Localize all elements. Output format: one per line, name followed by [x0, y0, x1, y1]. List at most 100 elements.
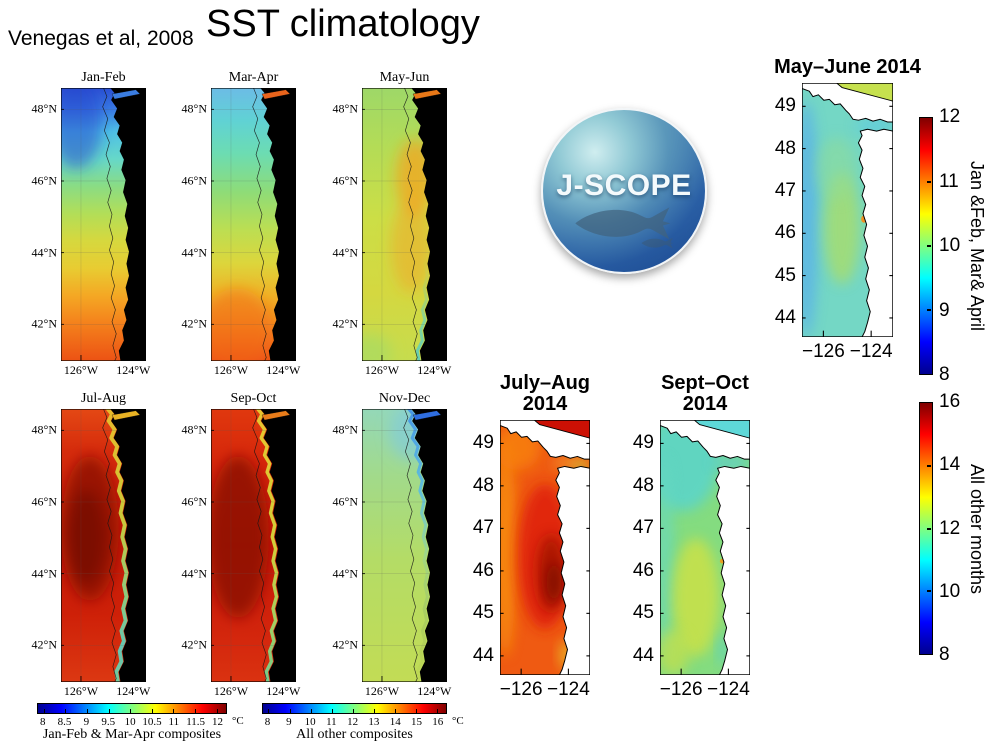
- lon-tick-label: 124°W: [266, 684, 301, 698]
- panel-title: Jul-Aug: [80, 391, 127, 406]
- panel-title: Nov-Dec: [378, 391, 431, 406]
- lat-tick-label: 46°N: [31, 494, 57, 509]
- map-canvas: [211, 409, 296, 682]
- clim-panel-jul-aug: Jul-Aug 48°N 46°N 44°N 42°N 126°W 124°W: [32, 391, 151, 698]
- colorbar-tick-label: 10: [939, 235, 961, 256]
- colorbar-tick-label: 10: [304, 716, 316, 728]
- colorbar-tick: [108, 709, 110, 713]
- lat-tick-label: 49: [472, 432, 494, 454]
- colorbar-tick-label: 11: [939, 170, 959, 192]
- colorbar-tick-label: 16: [432, 716, 444, 728]
- colorbar-tick-label: 10.5: [142, 716, 162, 728]
- lon-tick-label: 126°W: [364, 363, 400, 377]
- lon-tick-label: −126: [499, 679, 543, 700]
- colorbar-tick: [268, 709, 270, 713]
- colorbar-tick-label: 11: [326, 716, 337, 728]
- colorbar-tick-label: 15: [410, 716, 422, 728]
- lon-tick-label: 126°W: [63, 684, 99, 698]
- lat-tick-label: 46°N: [332, 494, 358, 509]
- lon-tick-label: −124: [706, 679, 750, 700]
- colorbar-tick-label: 9: [83, 716, 90, 728]
- attribution: Venegas et al, 2008: [8, 27, 194, 50]
- fish-icon: [574, 207, 670, 240]
- lat-tick-label: 44°N: [332, 245, 358, 260]
- map-canvas: [61, 409, 146, 682]
- colorbar-gradient: [919, 402, 933, 655]
- lat-tick-label: 46: [774, 222, 796, 244]
- lat-tick-label: 47: [632, 517, 654, 539]
- lon-tick-label: −124: [849, 341, 893, 362]
- map-canvas: [61, 88, 146, 361]
- colorbar-tick: [927, 181, 931, 183]
- lon-tick-label: 124°W: [417, 684, 452, 698]
- colorbar-tick-label: 10: [124, 716, 136, 728]
- clim-panel-jan-feb: Jan-Feb 48°N 46°N 44°N 42°N 126°W 124°W: [32, 70, 151, 377]
- jscope-logo-label: J-SCOPE: [556, 169, 692, 203]
- colorbar-tick-label: 13: [368, 716, 380, 728]
- colorbar-tick-label: 10: [939, 580, 961, 602]
- lat-tick-label: 46: [632, 559, 654, 581]
- colorbar-unit: °C: [232, 715, 244, 727]
- colorbar-tick: [927, 464, 931, 467]
- lat-tick-label: 45: [774, 264, 796, 286]
- colorbar-tick: [216, 709, 218, 713]
- lon-tick-label: −126: [659, 679, 703, 700]
- colorbar-tick: [927, 590, 931, 593]
- colorbar-tick-label: 12: [347, 716, 359, 728]
- lat-tick-label: 42°N: [332, 637, 358, 652]
- map-canvas: [362, 88, 447, 361]
- lat-tick-label: 49: [774, 95, 796, 117]
- lon-tick-label: 124°W: [116, 684, 151, 698]
- lat-tick-label: 48°N: [181, 101, 207, 116]
- lat-tick-label: 48: [632, 474, 654, 496]
- lon-tick-label: 126°W: [213, 363, 249, 377]
- colorbar-tick-label: 9: [286, 716, 292, 728]
- forecast-panel-sept-oct-2014: Sept–Oct 2014 49 48 47 46 45 44 −126 −124: [633, 373, 750, 700]
- colorbar-rotated-label: All other months: [967, 463, 987, 594]
- colorbar-tick-label: 9.5: [101, 716, 116, 728]
- lat-tick-label: 42°N: [31, 316, 57, 331]
- colorbar-tick: [927, 309, 931, 311]
- lat-tick-label: 48°N: [181, 422, 207, 437]
- small-fish-icon: [641, 238, 674, 249]
- colorbar-tick: [130, 709, 132, 713]
- lat-tick-label: 44°N: [181, 566, 207, 581]
- colorbar-tick-label: 9: [939, 299, 950, 321]
- forecast-panel-may-june-2014: May–June 2014 49 48 47 46 45 44 −126 −124: [774, 57, 921, 363]
- colorbar-tick: [331, 709, 333, 713]
- map-canvas: [660, 420, 750, 675]
- lat-tick-label: 48°N: [31, 422, 57, 437]
- colorbar-tick-label: 12: [212, 716, 223, 728]
- colorbar-tick: [352, 709, 354, 713]
- map-canvas: [211, 88, 296, 361]
- lat-tick-label: 48: [472, 474, 494, 496]
- panel-title: Sept–Oct 2014: [661, 373, 749, 415]
- colorbar-tick: [436, 709, 438, 713]
- forecast-colorbar-1: 12 11 10 9 8 Jan &Feb, Mar& April: [919, 106, 987, 385]
- lat-tick-label: 46°N: [181, 173, 207, 188]
- panel-title: Jan-Feb: [81, 70, 126, 85]
- forecast-panel-july-aug-2014: July–Aug 2014 49 48 47 46 45 44 −126 −124: [473, 373, 590, 701]
- lon-tick-label: 126°W: [213, 684, 249, 698]
- colorbar-tick-label: 12: [939, 106, 961, 127]
- lat-tick-label: 48°N: [332, 101, 358, 116]
- clim-panel-nov-dec: Nov-Dec 48°N 46°N 44°N 42°N 126°W 124°W: [333, 391, 452, 698]
- panel-title: July–Aug 2014: [500, 373, 590, 415]
- lon-tick-label: 124°W: [116, 363, 151, 377]
- lat-tick-label: 46°N: [332, 173, 358, 188]
- lat-tick-label: 44°N: [332, 566, 358, 581]
- panel-title-line: 2014: [682, 393, 728, 415]
- lat-tick-label: 49: [632, 432, 654, 454]
- colorbar-tick: [289, 709, 291, 713]
- colorbar-tick-label: 11: [168, 716, 180, 728]
- jscope-logo: J-SCOPE: [541, 108, 707, 274]
- lat-tick-label: 44: [774, 306, 796, 328]
- colorbar-tick-label: 14: [939, 454, 961, 476]
- panel-title-line: July–Aug: [499, 372, 591, 394]
- colorbar-gradient: [37, 703, 227, 714]
- climatology-colorbar-1: 8 8.5 9 9.5 10 10.5 11 11.5 12 °C Jan-Feb & Mar-Ap…: [37, 703, 244, 742]
- lat-tick-label: 46°N: [31, 173, 57, 188]
- colorbar-tick: [65, 709, 67, 713]
- clim-panel-mar-apr: Mar-Apr 48°N 46°N 44°N 42°N 126°W 124°W: [182, 70, 301, 377]
